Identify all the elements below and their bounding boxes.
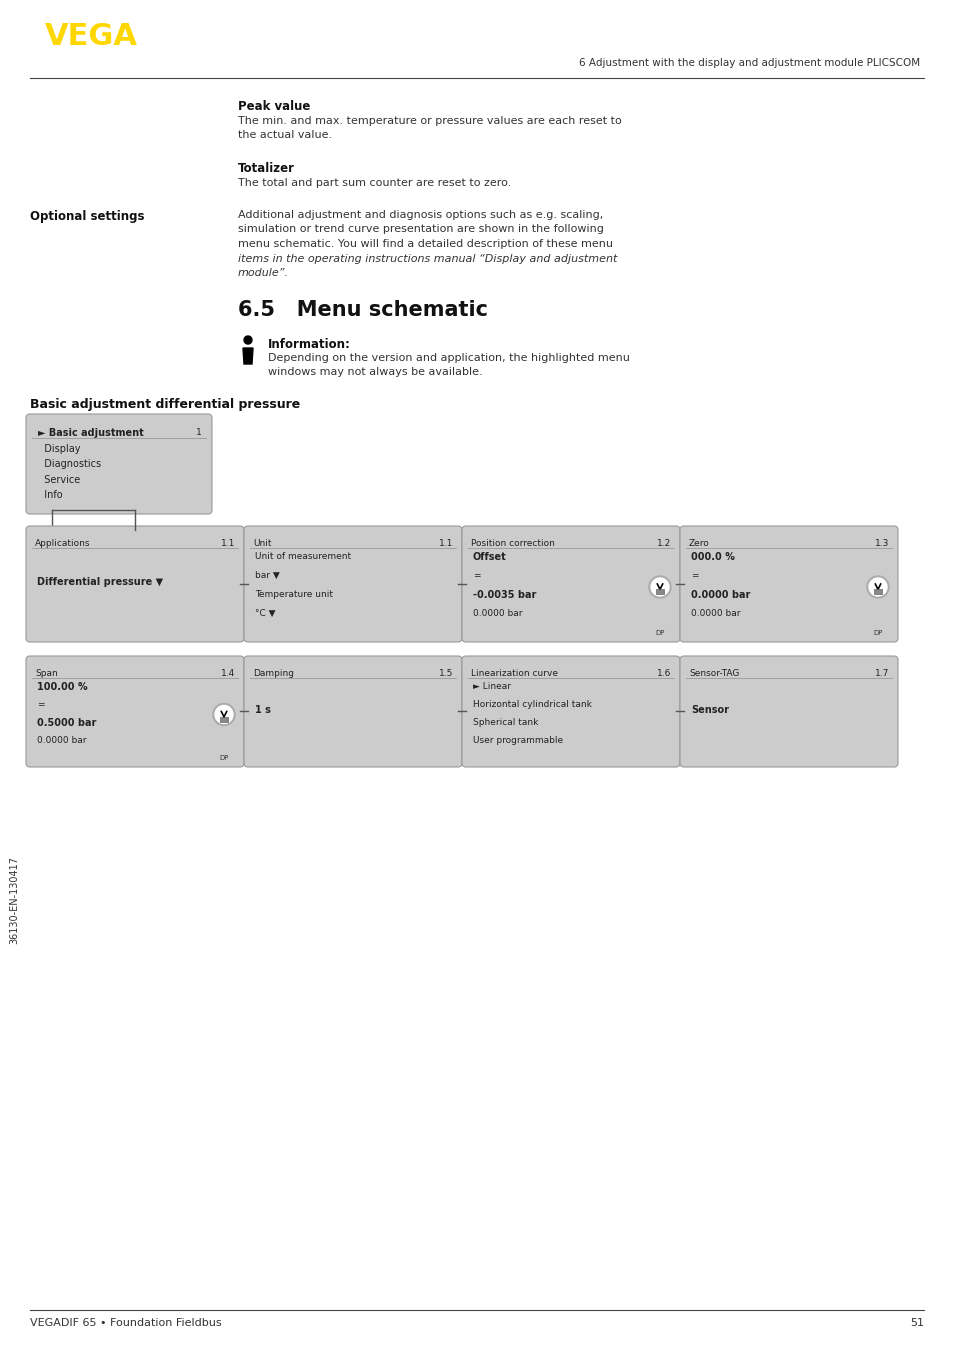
Text: =: = xyxy=(690,571,698,580)
Text: User programmable: User programmable xyxy=(473,737,562,745)
Text: 1.2: 1.2 xyxy=(656,539,670,548)
Text: 1.1: 1.1 xyxy=(220,539,234,548)
Text: bar ▼: bar ▼ xyxy=(254,571,279,580)
Polygon shape xyxy=(243,348,253,364)
Text: The total and part sum counter are reset to zero.: The total and part sum counter are reset… xyxy=(237,177,511,188)
Polygon shape xyxy=(213,704,234,726)
Text: 6.5   Menu schematic: 6.5 Menu schematic xyxy=(237,301,488,320)
Text: Differential pressure ▼: Differential pressure ▼ xyxy=(37,577,163,586)
Text: Info: Info xyxy=(38,490,63,501)
Text: ► Basic adjustment: ► Basic adjustment xyxy=(38,428,144,437)
Text: The min. and max. temperature or pressure values are each reset to
the actual va: The min. and max. temperature or pressur… xyxy=(237,116,621,139)
Text: Spherical tank: Spherical tank xyxy=(473,718,537,727)
Text: 1.5: 1.5 xyxy=(438,669,453,678)
FancyBboxPatch shape xyxy=(873,589,882,594)
Text: Zero: Zero xyxy=(688,539,709,548)
Text: 1.1: 1.1 xyxy=(438,539,453,548)
Text: 1.4: 1.4 xyxy=(220,669,234,678)
Text: 0.0000 bar: 0.0000 bar xyxy=(473,609,522,619)
Polygon shape xyxy=(648,575,670,598)
Text: °C ▼: °C ▼ xyxy=(254,609,275,619)
Text: Depending on the version and application, the highlighted menu
windows may not a: Depending on the version and application… xyxy=(268,353,629,376)
Text: =: = xyxy=(37,700,45,709)
FancyBboxPatch shape xyxy=(244,655,461,766)
Text: Span: Span xyxy=(35,669,58,678)
Text: 0.0000 bar: 0.0000 bar xyxy=(37,737,87,745)
Text: 6 Adjustment with the display and adjustment module PLICSCOM: 6 Adjustment with the display and adjust… xyxy=(578,58,919,68)
Text: 1.3: 1.3 xyxy=(874,539,888,548)
FancyBboxPatch shape xyxy=(656,589,663,594)
Text: 0.0000 bar: 0.0000 bar xyxy=(690,609,740,619)
FancyBboxPatch shape xyxy=(244,525,461,642)
Text: 000.0 %: 000.0 % xyxy=(690,552,734,562)
Text: -0.0035 bar: -0.0035 bar xyxy=(473,590,536,600)
Text: VEGADIF 65 • Foundation Fieldbus: VEGADIF 65 • Foundation Fieldbus xyxy=(30,1317,221,1328)
Text: Linearization curve: Linearization curve xyxy=(471,669,558,678)
FancyBboxPatch shape xyxy=(679,525,897,642)
Text: VEGA: VEGA xyxy=(45,22,138,51)
Polygon shape xyxy=(868,578,886,596)
Text: module”.: module”. xyxy=(237,268,289,278)
Text: 1.6: 1.6 xyxy=(656,669,670,678)
FancyBboxPatch shape xyxy=(220,716,228,722)
Text: Horizontal cylindrical tank: Horizontal cylindrical tank xyxy=(473,700,591,709)
Text: Optional settings: Optional settings xyxy=(30,210,144,223)
FancyBboxPatch shape xyxy=(461,655,679,766)
Text: Basic adjustment differential pressure: Basic adjustment differential pressure xyxy=(30,398,300,412)
Text: simulation or trend curve presentation are shown in the following: simulation or trend curve presentation a… xyxy=(237,225,603,234)
Text: Information:: Information: xyxy=(268,338,351,351)
Text: DP: DP xyxy=(872,630,882,636)
Text: ► Linear: ► Linear xyxy=(473,682,511,691)
Text: DP: DP xyxy=(219,756,229,761)
Polygon shape xyxy=(650,578,668,596)
FancyBboxPatch shape xyxy=(26,655,244,766)
Circle shape xyxy=(244,336,252,344)
FancyBboxPatch shape xyxy=(26,525,244,642)
Polygon shape xyxy=(866,575,888,598)
Text: Applications: Applications xyxy=(35,539,91,548)
FancyBboxPatch shape xyxy=(461,525,679,642)
Text: menu schematic. You will find a detailed description of these menu: menu schematic. You will find a detailed… xyxy=(237,240,613,249)
Text: Damping: Damping xyxy=(253,669,294,678)
Text: Service: Service xyxy=(38,475,80,485)
Polygon shape xyxy=(214,705,233,723)
Text: Unit: Unit xyxy=(253,539,272,548)
Text: 100.00 %: 100.00 % xyxy=(37,682,88,692)
Text: Totalizer: Totalizer xyxy=(237,162,294,175)
Text: Temperature unit: Temperature unit xyxy=(254,590,333,600)
Text: Offset: Offset xyxy=(473,552,506,562)
Text: Sensor-TAG: Sensor-TAG xyxy=(688,669,739,678)
Text: Position correction: Position correction xyxy=(471,539,555,548)
Text: Peak value: Peak value xyxy=(237,100,310,112)
Text: 0.5000 bar: 0.5000 bar xyxy=(37,718,96,728)
Text: Additional adjustment and diagnosis options such as e.g. scaling,: Additional adjustment and diagnosis opti… xyxy=(237,210,602,219)
Text: 36130-EN-130417: 36130-EN-130417 xyxy=(9,856,19,944)
FancyBboxPatch shape xyxy=(679,655,897,766)
Text: 1: 1 xyxy=(196,428,202,437)
Text: 1 s: 1 s xyxy=(254,705,271,715)
Text: Sensor: Sensor xyxy=(690,705,728,715)
Text: 51: 51 xyxy=(909,1317,923,1328)
Text: Display: Display xyxy=(38,444,80,454)
Text: Diagnostics: Diagnostics xyxy=(38,459,101,470)
Text: 1.7: 1.7 xyxy=(874,669,888,678)
Text: =: = xyxy=(473,571,480,580)
Text: DP: DP xyxy=(655,630,664,636)
Text: items in the operating instructions manual “Display and adjustment: items in the operating instructions manu… xyxy=(237,253,617,264)
FancyBboxPatch shape xyxy=(26,414,212,515)
Text: 0.0000 bar: 0.0000 bar xyxy=(690,590,750,600)
Text: Unit of measurement: Unit of measurement xyxy=(254,552,351,561)
